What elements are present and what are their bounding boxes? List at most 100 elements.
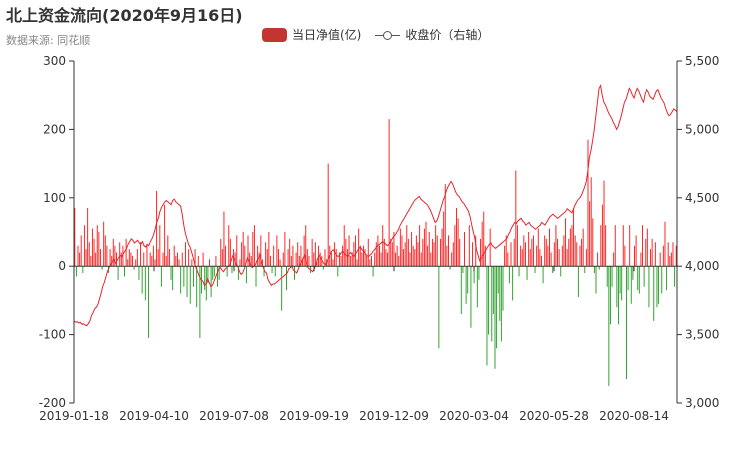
net-flow-bar xyxy=(579,245,581,267)
net-flow-bar xyxy=(334,242,336,267)
net-flow-bar xyxy=(313,252,315,267)
net-flow-bar xyxy=(157,249,159,267)
net-flow-bar xyxy=(667,242,669,267)
net-flow-bar xyxy=(605,225,607,267)
net-flow-bar xyxy=(510,242,512,267)
net-flow-bar xyxy=(499,266,501,321)
net-flow-bar xyxy=(265,242,267,267)
net-flow-bar xyxy=(427,245,429,267)
net-flow-bar xyxy=(117,266,119,280)
net-flow-bar xyxy=(577,266,579,297)
net-flow-bar xyxy=(552,266,554,274)
net-flow-bar xyxy=(122,245,124,267)
net-flow-bar xyxy=(319,252,321,267)
net-flow-bar xyxy=(374,252,376,267)
net-flow-bar xyxy=(544,235,546,267)
net-flow-bar xyxy=(470,266,472,328)
net-flow-bar xyxy=(532,235,534,267)
x-tick-label: 2019-04-10 xyxy=(119,409,189,423)
net-flow-bar xyxy=(75,266,77,277)
x-tick-label: 2019-07-08 xyxy=(199,409,269,423)
net-flow-bar xyxy=(245,266,247,284)
x-tick-label: 2019-09-19 xyxy=(279,409,349,423)
net-flow-bar xyxy=(109,249,111,267)
net-flow-bar xyxy=(197,255,199,267)
net-flow-bar xyxy=(669,255,671,267)
net-flow-bar xyxy=(266,249,268,267)
axes: 300 200 100 0 -100 -200 5,500 5,000 4,500 4,000 3,… xyxy=(39,54,720,423)
net-flow-bar xyxy=(524,242,526,267)
net-flow-bar xyxy=(369,259,371,267)
net-flow-bar xyxy=(425,221,427,267)
net-flow-bar xyxy=(258,252,260,267)
net-flow-bar xyxy=(133,266,135,270)
net-flow-bar xyxy=(632,266,634,280)
net-flow-bar xyxy=(194,249,196,267)
net-flow-bar xyxy=(597,252,599,267)
net-flow-bar xyxy=(561,245,563,267)
net-flow-bar xyxy=(622,225,624,267)
net-flow-bar xyxy=(162,252,164,267)
net-flow-bar xyxy=(223,211,225,267)
net-flow-bar xyxy=(483,211,485,267)
net-flow-bar xyxy=(609,266,611,325)
legend-item-close-price[interactable]: 收盘价（右轴） xyxy=(375,26,489,43)
net-flow-bar xyxy=(103,221,105,267)
net-flow-bar xyxy=(486,266,488,366)
y-right-tick-label: 5,000 xyxy=(685,122,719,136)
net-flow-bar xyxy=(462,266,464,274)
net-flow-bar xyxy=(613,252,615,267)
net-flow-bar xyxy=(468,225,470,267)
net-flow-bar xyxy=(403,249,405,267)
net-flow-bar xyxy=(488,266,490,335)
net-flow-bar xyxy=(645,238,647,267)
net-flow-bar xyxy=(395,252,397,267)
net-flow-bar xyxy=(268,232,270,267)
net-flow-bar xyxy=(409,252,411,267)
net-flow-bar xyxy=(77,245,79,267)
net-flow-bar xyxy=(91,228,93,267)
net-flow-bar xyxy=(273,245,275,267)
y-right-tick-label: 4,000 xyxy=(685,259,719,273)
net-flow-bar xyxy=(364,249,366,267)
net-flow-bar xyxy=(181,252,183,267)
legend-bar-swatch-icon xyxy=(262,27,287,42)
net-flow-bar xyxy=(568,238,570,267)
net-flow-bar xyxy=(180,266,182,294)
net-flow-bar xyxy=(354,235,356,267)
net-flow-bar xyxy=(294,266,295,280)
net-flow-bar xyxy=(152,245,154,267)
net-flow-bar xyxy=(202,252,204,267)
net-flow-bar xyxy=(443,211,445,267)
net-flow-bar xyxy=(473,266,475,284)
net-flow-bar xyxy=(253,225,255,267)
net-flow-bar xyxy=(237,266,239,280)
net-flow-bar xyxy=(621,266,623,301)
net-flow-bar xyxy=(635,235,637,267)
net-flow-bar xyxy=(327,163,329,267)
net-flow-bar xyxy=(338,252,340,267)
net-flow-bar xyxy=(467,266,469,294)
data-source-subtitle: 数据来源: 同花顺 xyxy=(6,34,91,47)
net-flow-bar xyxy=(159,225,161,267)
net-flow-bar xyxy=(178,259,180,267)
net-flow-bar xyxy=(287,249,289,267)
net-flow-bar xyxy=(441,228,443,267)
net-flow-bar xyxy=(630,266,632,304)
net-flow-bar xyxy=(281,266,283,311)
net-flow-bar xyxy=(664,221,666,267)
net-flow-bar xyxy=(302,259,304,267)
net-flow-bar xyxy=(308,255,310,267)
bar-series xyxy=(74,119,677,386)
net-flow-bar xyxy=(165,255,167,267)
net-flow-bar xyxy=(217,266,219,287)
net-flow-bar xyxy=(295,252,297,267)
net-flow-bar xyxy=(269,255,271,267)
net-flow-bar xyxy=(132,255,134,267)
net-flow-bar xyxy=(634,245,635,267)
legend-item-net-flow[interactable]: 当日净值(亿) xyxy=(262,26,361,43)
net-flow-bar xyxy=(82,266,84,274)
net-flow-bar xyxy=(584,266,586,274)
net-flow-bar xyxy=(83,225,85,267)
net-flow-bar xyxy=(436,235,438,267)
